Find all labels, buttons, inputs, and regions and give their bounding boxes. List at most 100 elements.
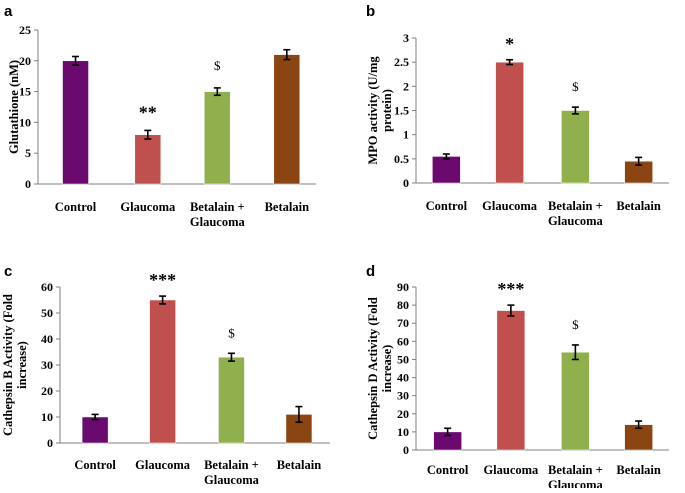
significance-marker: *** — [497, 279, 524, 299]
y-tick-label: 60 — [41, 280, 53, 294]
significance-marker: ** — [139, 102, 157, 122]
y-axis-label-line: increase) — [380, 345, 394, 393]
y-tick-label: 40 — [397, 371, 409, 385]
y-tick-label: 0 — [25, 177, 31, 191]
bar-betalain-glaucoma — [204, 91, 231, 185]
y-tick-label: 0 — [403, 443, 409, 457]
bar-glaucoma — [496, 310, 526, 451]
y-tick-label: 15 — [19, 85, 31, 99]
y-tick-label: 1 — [403, 128, 409, 142]
y-tick-label: 30 — [41, 358, 53, 372]
y-tick-label: 80 — [397, 298, 409, 312]
y-axis-label-line: Glutathione (nM) — [7, 60, 21, 154]
x-category-label-line: Control — [74, 458, 116, 472]
y-tick-label: 50 — [41, 306, 53, 320]
x-category-label-line: Control — [55, 200, 97, 214]
y-axis-label: MPO activity (U/mgprotein) — [366, 56, 394, 165]
significance-marker: $ — [228, 325, 235, 340]
x-category-label: Control — [426, 199, 468, 213]
y-tick-label: 50 — [397, 352, 409, 366]
bar-betalain — [273, 54, 301, 185]
panel-label: a — [4, 3, 13, 20]
x-category-label: Betalain — [616, 463, 660, 477]
y-tick-label: 5 — [25, 146, 31, 160]
x-category-label-line: Betalain — [265, 200, 309, 214]
chart-panel-a: a 0 5 10 15 20 25 Glutathione (nM) Control ** Glau… — [4, 3, 316, 229]
x-category-label: Glaucoma — [120, 200, 176, 214]
x-category-label-line: Glaucoma — [483, 463, 539, 477]
x-category-label: Betalain + Glaucoma — [190, 200, 246, 229]
x-category-label-line: Betalain + — [190, 200, 245, 214]
x-category-label: Control — [55, 200, 97, 214]
y-tick-label: 20 — [397, 407, 409, 421]
x-category-label-line: Betalain — [616, 463, 660, 477]
y-tick-label: 25 — [19, 23, 31, 37]
significance-marker: $ — [572, 317, 579, 332]
x-category-label-line: Betalain + — [548, 199, 603, 213]
y-tick-label: 0 — [403, 176, 409, 190]
y-tick-label: 70 — [397, 316, 409, 330]
x-category-label: Betalain — [616, 199, 660, 213]
y-axis-label-line: increase) — [15, 341, 29, 389]
chart-panel-b: b 0 0.5 1 1.5 2 2.5 3 MPO activity (U/mgprotein)… — [366, 3, 669, 228]
panel-label: c — [4, 263, 12, 280]
significance-marker: *** — [149, 270, 176, 290]
x-category-label-line: Glaucoma — [190, 215, 246, 229]
significance-marker: $ — [572, 79, 579, 94]
y-tick-label: 2 — [403, 79, 409, 93]
x-category-label: Glaucoma — [135, 458, 191, 472]
y-tick-label: 2.5 — [394, 55, 409, 69]
x-category-label-line: Glaucoma — [135, 458, 191, 472]
chart-panel-c: c 0 10 20 30 40 50 60 Cathepsin B Activity (Fold… — [1, 263, 330, 487]
y-axis-label-line: Cathepsin D Activity (Fold — [366, 297, 380, 440]
significance-marker: $ — [214, 58, 221, 73]
y-tick-label: 10 — [397, 425, 409, 439]
y-tick-label: 10 — [19, 115, 31, 129]
y-tick-label: 20 — [19, 54, 31, 68]
x-category-label-line: Betalain + — [204, 458, 259, 472]
x-category-label-line: Control — [426, 199, 468, 213]
y-axis-label: Cathepsin D Activity (Foldincrease) — [366, 297, 394, 440]
y-tick-label: 40 — [41, 332, 53, 346]
y-axis-label: Glutathione (nM) — [7, 60, 21, 154]
bar-betalain-glaucoma — [561, 110, 590, 184]
x-category-label: Control — [74, 458, 116, 472]
panel-label: d — [366, 263, 375, 280]
x-category-label-line: Betalain — [277, 458, 321, 472]
x-category-label: Betalain — [265, 200, 309, 214]
x-category-label-line: Glaucoma — [204, 473, 260, 487]
x-category-label: Glaucoma — [483, 463, 539, 477]
x-category-label-line: Glaucoma — [548, 478, 604, 488]
x-category-label-line: Glaucoma — [120, 200, 176, 214]
x-category-label-line: Betalain + — [548, 463, 603, 477]
bar-betalain-glaucoma — [561, 351, 590, 451]
y-axis-label-line: MPO activity (U/mg — [366, 56, 380, 165]
bar-betalain-glaucoma — [218, 356, 245, 444]
bar-glaucoma — [495, 61, 524, 184]
bar-glaucoma — [134, 134, 162, 185]
x-category-label-line: Control — [427, 463, 469, 477]
x-category-label: Betalain + Glaucoma — [204, 458, 260, 487]
x-category-label: Betalain + Glaucoma — [548, 463, 604, 488]
x-category-label-line: Glaucoma — [482, 199, 538, 213]
x-category-label: Betalain — [277, 458, 321, 472]
y-axis-label: Cathepsin B Activity (Foldincrease) — [1, 294, 29, 436]
y-tick-label: 60 — [397, 334, 409, 348]
panel-label: b — [366, 3, 375, 20]
x-category-label: Betalain + Glaucoma — [548, 199, 604, 228]
y-axis-label-line: Cathepsin B Activity (Fold — [1, 294, 15, 436]
y-axis-label-line: protein) — [380, 89, 394, 132]
x-category-label-line: Glaucoma — [548, 214, 604, 228]
x-category-label-line: Betalain — [616, 199, 660, 213]
y-tick-label: 1.5 — [394, 104, 409, 118]
significance-marker: * — [505, 34, 514, 54]
y-tick-label: 20 — [41, 384, 53, 398]
y-tick-label: 90 — [397, 280, 409, 294]
y-tick-label: 0.5 — [394, 152, 409, 166]
y-tick-label: 3 — [403, 31, 409, 45]
y-tick-label: 30 — [397, 389, 409, 403]
x-category-label: Glaucoma — [482, 199, 538, 213]
